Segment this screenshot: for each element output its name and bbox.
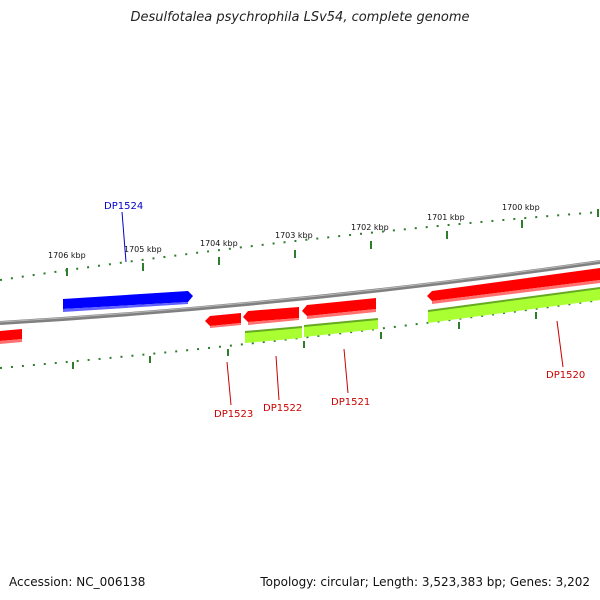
genome-backbone xyxy=(0,260,600,325)
scale-label-1702: 1702 kbp xyxy=(351,223,389,232)
genome-summary-text: Topology: circular; Length: 3,523,383 bp… xyxy=(260,575,590,589)
secondary-track-dp1522[interactable] xyxy=(244,326,303,343)
scale-label-1701: 1701 kbp xyxy=(427,213,465,222)
gene-dp1520-shape[interactable] xyxy=(427,268,600,304)
leader-dp1520 xyxy=(556,320,564,368)
genome-backbone-highlight xyxy=(0,260,600,323)
scale-label-1706: 1706 kbp xyxy=(48,251,86,260)
leader-dp1522 xyxy=(275,355,280,401)
secondary-track-dp1520[interactable] xyxy=(427,287,600,323)
gene-dp1523-shape[interactable] xyxy=(205,313,241,328)
map-title: Desulfotalea psychrophila LSv54, complet… xyxy=(130,10,470,25)
leader-dp1524 xyxy=(121,211,127,263)
gene-label-dp1521[interactable]: DP1521 xyxy=(331,397,370,408)
secondary-track-dp1521[interactable] xyxy=(303,318,379,337)
outer-tick-track xyxy=(0,211,600,281)
gene-dp1524-shape[interactable] xyxy=(63,291,193,312)
leader-dp1521 xyxy=(343,348,349,394)
inner-major-ticks xyxy=(72,312,537,369)
scale-label-1700: 1700 kbp xyxy=(502,203,540,212)
accession-text: Accession: NC_006138 xyxy=(9,575,146,589)
leader-dp1523 xyxy=(226,361,232,406)
scale-label-1703: 1703 kbp xyxy=(275,231,313,240)
outer-major-ticks xyxy=(66,209,599,276)
scale-labels: 1700 kbp 1701 kbp 1702 kbp 1703 kbp 1704… xyxy=(48,203,540,260)
gene-dp1522-shape[interactable] xyxy=(243,307,299,325)
gene-label-dp1524[interactable]: DP1524 xyxy=(104,201,143,212)
gene-red-left-edge[interactable] xyxy=(0,329,22,344)
gene-label-dp1520[interactable]: DP1520 xyxy=(546,370,585,381)
scale-label-1705: 1705 kbp xyxy=(124,245,162,254)
gene-label-dp1522[interactable]: DP1522 xyxy=(263,403,302,414)
gene-label-dp1523[interactable]: DP1523 xyxy=(214,409,253,420)
gene-dp1521-shape[interactable] xyxy=(302,298,376,319)
scale-label-1704: 1704 kbp xyxy=(200,239,238,248)
